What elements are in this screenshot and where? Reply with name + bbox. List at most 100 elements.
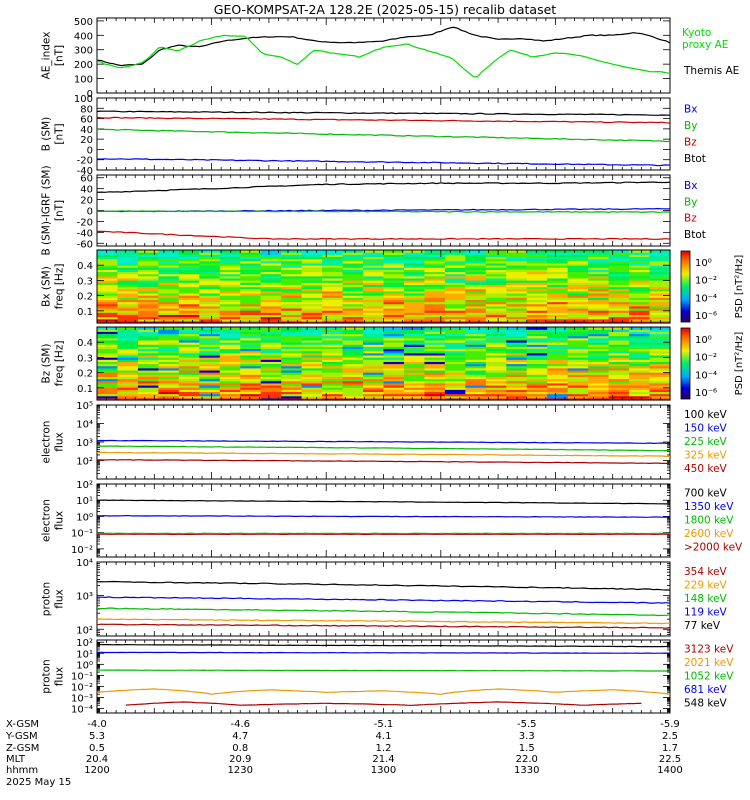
x-axis-value: 1.5: [519, 743, 535, 754]
spectrogram-cell: [649, 280, 671, 283]
spectrogram-cell: [547, 269, 569, 273]
spectrogram-cell: [363, 329, 385, 332]
spectrogram-cell: [506, 269, 528, 273]
spectrogram-cell: [465, 320, 487, 324]
spectrogram-cell: [117, 288, 139, 292]
spectrogram-cell: [567, 378, 589, 382]
spectrogram-cell: [281, 327, 303, 330]
spectrogram-cell: [506, 316, 528, 320]
spectrogram-cell: [158, 292, 180, 296]
spectrogram-cell: [383, 352, 405, 356]
spectrogram-cell: [117, 307, 139, 311]
spectrogram-cell: [260, 333, 282, 337]
spectrogram-cell: [117, 365, 139, 369]
spectrogram-cell: [506, 286, 528, 290]
spectrogram-cell: [465, 361, 487, 365]
spectrogram-cell: [219, 297, 241, 300]
spectrogram-cell: [547, 267, 569, 270]
spectrogram-cell: [424, 369, 446, 373]
spectrogram-cell: [342, 344, 364, 347]
spectrogram-cell: [403, 262, 426, 266]
spectrogram-cell: [342, 357, 364, 360]
spectrogram-cell: [567, 357, 589, 360]
spectrogram-cell: [240, 252, 262, 255]
spectrogram-cell: [547, 280, 569, 283]
spectrogram-cell: [424, 282, 446, 285]
spectrogram-cell: [363, 380, 385, 384]
spectrogram-cell: [117, 284, 139, 288]
spectrogram-cell: [240, 359, 262, 362]
spectrogram-cell: [506, 350, 528, 354]
spectrogram-cell: [301, 265, 323, 268]
spectrogram-cell: [363, 348, 385, 352]
spectrogram-cell: [342, 297, 364, 300]
spectrogram-cell: [158, 250, 180, 253]
spectrogram-cell: [199, 288, 221, 292]
spectrogram-cell: [506, 307, 528, 311]
spectrogram-cell: [629, 376, 651, 380]
spectrogram-cell: [199, 357, 221, 360]
colorbar-tick-label: 10⁻⁴: [695, 370, 717, 381]
spectrogram-cell: [547, 342, 569, 345]
spectrogram-cell: [219, 378, 241, 382]
spectrogram-cell: [260, 312, 282, 316]
spectrogram-cell: [199, 307, 221, 311]
spectrogram-cell: [465, 301, 487, 305]
spectrogram-cell: [240, 295, 262, 298]
spectrogram-cell: [465, 314, 487, 318]
spectrogram-cell: [301, 393, 323, 397]
spectrogram-cell: [465, 395, 487, 399]
spectrogram-cell: [485, 354, 507, 358]
series-line: [97, 499, 670, 505]
spectrogram-cell: [342, 271, 364, 275]
spectrogram-cell: [526, 359, 548, 362]
spectrogram-cell: [281, 372, 303, 375]
y-tick-label: 100: [74, 94, 93, 105]
spectrogram-cell: [485, 395, 507, 399]
spectrogram-cell: [117, 316, 139, 320]
spectrogram-cell: [383, 271, 405, 275]
spectrogram-cell: [342, 280, 364, 283]
spectrogram-cell: [301, 389, 323, 393]
spectrogram-cell: [199, 367, 221, 371]
spectrogram-cell: [567, 389, 589, 393]
spectrogram-cell: [199, 346, 221, 350]
spectrogram-cell: [301, 357, 323, 360]
spectrogram-cell: [322, 290, 344, 294]
spectrogram-cell: [260, 267, 282, 270]
spectrogram-cell: [178, 250, 200, 253]
spectrogram-cell: [444, 363, 466, 367]
spectrogram-cell: [608, 262, 630, 266]
spectrogram-cell: [649, 378, 671, 382]
spectrogram-cell: [608, 256, 630, 260]
spectrogram-cell: [219, 280, 241, 283]
spectrogram-cell: [383, 267, 405, 270]
spectrogram-cell: [322, 374, 344, 377]
spectrogram-cell: [588, 307, 610, 311]
y-tick-label: 10¹: [76, 649, 93, 660]
spectrogram-cell: [608, 382, 630, 386]
spectrogram-cell: [178, 258, 200, 262]
spectrogram-cell: [465, 374, 487, 377]
spectrogram-cell: [240, 269, 262, 273]
spectrogram-cell: [608, 284, 630, 288]
spectrogram-cell: [178, 350, 200, 354]
spectrogram-cell: [281, 312, 303, 316]
spectrogram-cell: [567, 299, 589, 303]
spectrogram-cell: [97, 260, 119, 264]
spectrogram-cell: [322, 344, 344, 347]
spectrogram-cell: [281, 314, 303, 318]
spectrogram-cell: [260, 256, 282, 260]
spectrogram-cell: [506, 299, 528, 303]
spectrogram-cell: [567, 290, 589, 294]
spectrogram-cell: [322, 260, 344, 264]
spectrogram-cell: [240, 305, 262, 309]
spectrogram-cell: [301, 391, 323, 395]
spectrogram-cell: [301, 372, 323, 375]
spectrogram-cell: [383, 374, 405, 377]
spectrogram-cell: [240, 397, 262, 401]
spectrogram-cell: [240, 354, 262, 358]
spectrogram-cell: [424, 299, 446, 303]
spectrogram-cell: [97, 391, 119, 395]
